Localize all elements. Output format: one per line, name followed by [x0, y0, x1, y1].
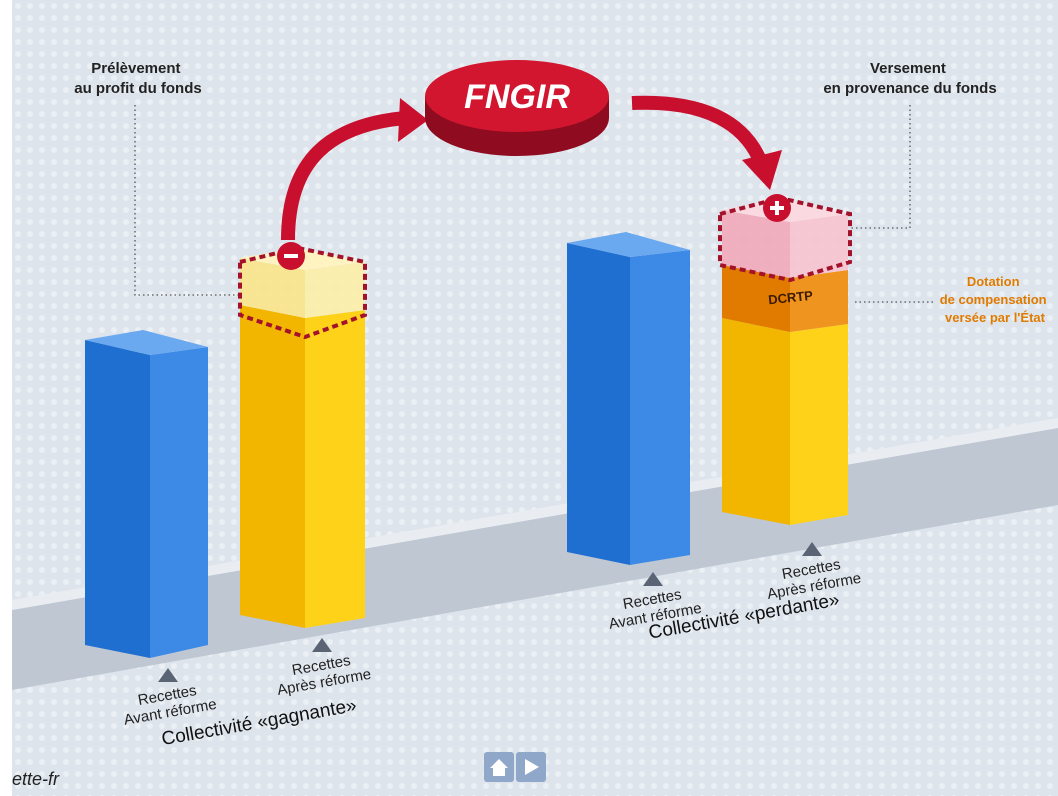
bar-after-winner	[240, 248, 365, 628]
minus-badge	[277, 242, 305, 270]
dotation-line: Dotation	[967, 274, 1020, 289]
dotation-line: versée par l'État	[945, 310, 1046, 325]
bar-after-loser	[720, 198, 850, 525]
right-note-line: Versement	[870, 60, 946, 77]
next-button[interactable]	[516, 752, 546, 782]
left-edge	[0, 0, 12, 796]
dotation-line: de compensation	[940, 292, 1047, 307]
left-note-line: au profit du fonds	[74, 80, 201, 97]
bar-before-winner	[85, 330, 208, 658]
right-note-line: en provenance du fonds	[823, 80, 996, 97]
infographic: DCRTP FNGIR Prélèvement au profit du fon…	[0, 0, 1058, 796]
left-note-line: Prélèvement	[91, 60, 180, 77]
fund-label: FNGIR	[464, 78, 570, 116]
plus-badge	[763, 194, 791, 222]
footer-text: ette-fr	[12, 769, 60, 789]
home-button[interactable]	[484, 752, 514, 782]
bar-before-loser	[567, 232, 690, 565]
